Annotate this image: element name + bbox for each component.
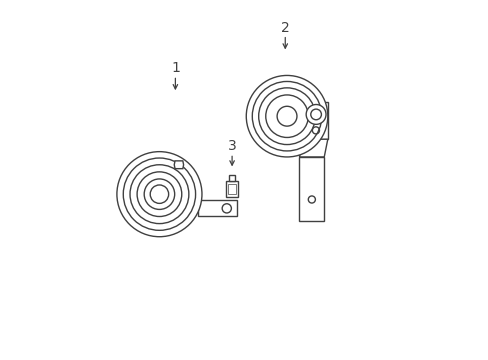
Polygon shape [299,139,327,157]
Polygon shape [304,102,327,139]
Circle shape [150,185,168,203]
Polygon shape [299,157,324,221]
Circle shape [117,152,202,237]
Polygon shape [225,181,238,197]
Polygon shape [198,201,237,216]
Polygon shape [228,175,235,181]
Polygon shape [174,161,183,168]
Circle shape [277,106,296,126]
Text: 3: 3 [227,139,236,153]
Circle shape [246,76,327,157]
Text: 1: 1 [171,61,180,75]
Circle shape [305,104,325,124]
Text: 2: 2 [280,21,289,35]
